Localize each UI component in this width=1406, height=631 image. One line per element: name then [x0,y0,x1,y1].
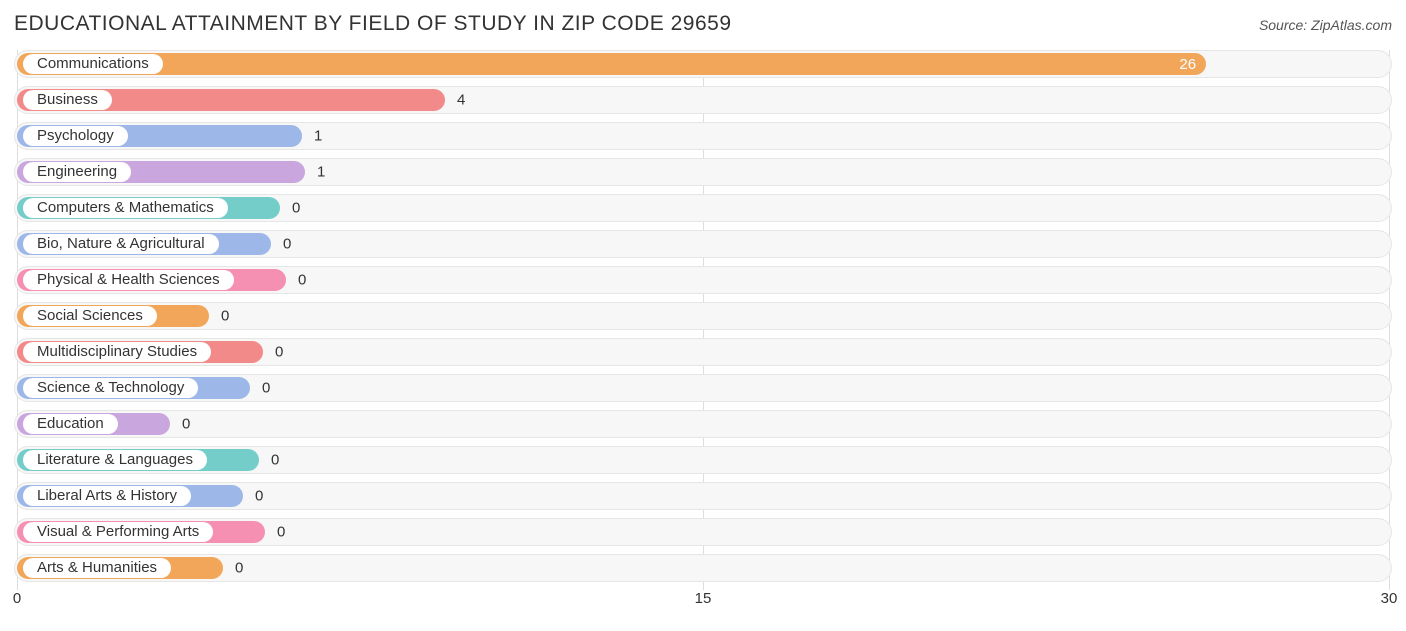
bar-value: 0 [182,416,190,433]
chart-source: Source: ZipAtlas.com [1259,17,1392,33]
bar-row: Engineering 1 [14,158,1392,186]
bar-label-pill: Education [23,414,118,434]
bar-value: 0 [271,452,279,469]
bar-value: 0 [221,308,229,325]
bar-value: 0 [298,272,306,289]
bar-label-pill: Liberal Arts & History [23,486,191,506]
bar-label-pill: Visual & Performing Arts [23,522,213,542]
bar-track [14,410,1392,438]
chart-header: EDUCATIONAL ATTAINMENT BY FIELD OF STUDY… [14,12,1392,36]
x-axis-tick: 15 [695,590,712,607]
bar-label-pill: Social Sciences [23,306,157,326]
bar-value: 0 [262,380,270,397]
x-axis: 01530 [14,590,1392,614]
bar-label-pill: Psychology [23,126,128,146]
bar-label-pill: Arts & Humanities [23,558,171,578]
bar-row: Arts & Humanities 0 [14,554,1392,582]
bar-row: Multidisciplinary Studies 0 [14,338,1392,366]
bar-row: Business 4 [14,86,1392,114]
bar-label-pill: Science & Technology [23,378,198,398]
bar-value: 4 [457,92,465,109]
bar-row: 26 Communications [14,50,1392,78]
bar-value: 26 [1179,56,1196,73]
bar-label-pill: Communications [23,54,163,74]
bar-row: Science & Technology 0 [14,374,1392,402]
bar-row: Liberal Arts & History 0 [14,482,1392,510]
bar-label-pill: Engineering [23,162,131,182]
bar-label-pill: Multidisciplinary Studies [23,342,211,362]
bar-row: Physical & Health Sciences 0 [14,266,1392,294]
bar-value: 0 [255,488,263,505]
bar-row: Psychology 1 [14,122,1392,150]
bar-fill: 26 [17,53,1206,75]
x-axis-tick: 0 [13,590,21,607]
bar-label-pill: Business [23,90,112,110]
bar-row: Computers & Mathematics 0 [14,194,1392,222]
bar-row: Education 0 [14,410,1392,438]
bar-row: Social Sciences 0 [14,302,1392,330]
bar-row: Bio, Nature & Agricultural 0 [14,230,1392,258]
bar-value: 0 [283,236,291,253]
bar-value: 1 [314,128,322,145]
chart-title: EDUCATIONAL ATTAINMENT BY FIELD OF STUDY… [14,12,732,36]
bar-label-pill: Computers & Mathematics [23,198,228,218]
bar-value: 0 [275,344,283,361]
bar-value: 1 [317,164,325,181]
bar-value: 0 [235,560,243,577]
bar-label-pill: Bio, Nature & Agricultural [23,234,219,254]
bar-value: 0 [292,200,300,217]
bar-label-pill: Physical & Health Sciences [23,270,234,290]
chart-area: 26CommunicationsBusiness4Psychology1Engi… [14,50,1392,614]
bar-label-pill: Literature & Languages [23,450,207,470]
x-axis-tick: 30 [1381,590,1398,607]
bar-row: Visual & Performing Arts 0 [14,518,1392,546]
bar-value: 0 [277,524,285,541]
bar-row: Literature & Languages 0 [14,446,1392,474]
bar-container: 26CommunicationsBusiness4Psychology1Engi… [14,50,1392,582]
